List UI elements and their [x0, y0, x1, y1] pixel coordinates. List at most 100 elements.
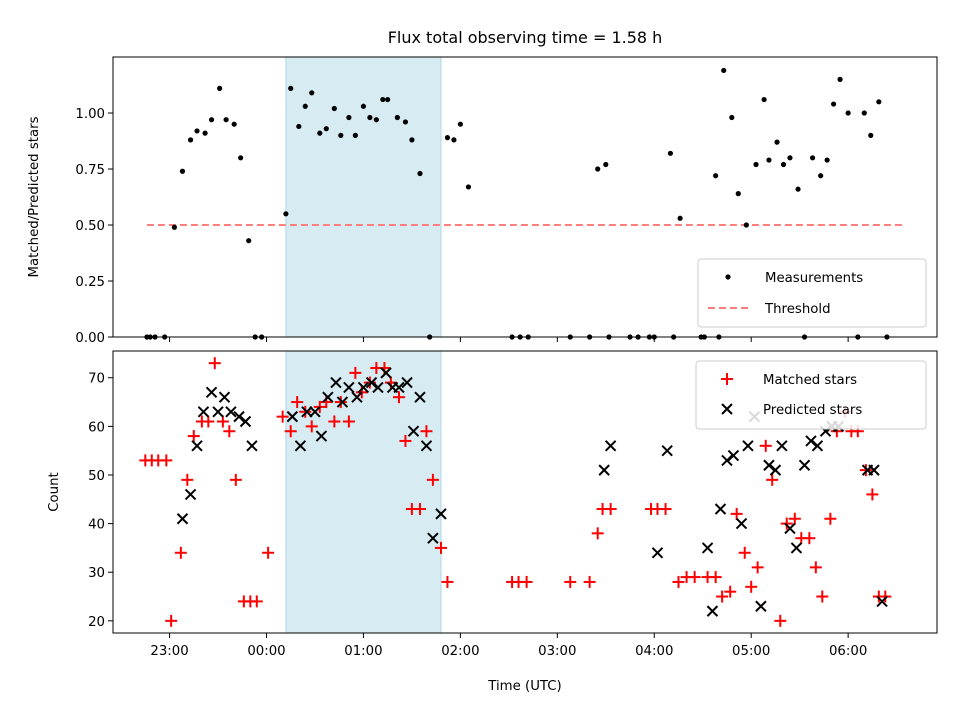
measurement-point — [603, 161, 609, 168]
measurement-point — [187, 137, 194, 143]
predicted-star-point — [372, 381, 384, 394]
predicted-star-point — [811, 440, 824, 452]
measurement-point — [394, 114, 400, 121]
matched-star-point — [716, 590, 729, 603]
measurement-point — [231, 121, 237, 127]
matched-star-point — [866, 488, 879, 501]
legend-matched-marker — [721, 373, 733, 385]
predicted-star-point — [598, 464, 610, 476]
predicted-star-point — [380, 367, 392, 379]
matched-star-point — [709, 571, 722, 584]
legend-measurements-label: Measurements — [765, 271, 863, 286]
predicted-star-point — [706, 605, 719, 617]
measurement-point — [465, 184, 472, 190]
measurement-point — [809, 155, 816, 161]
top-y-tick-label: 0.50 — [75, 219, 105, 234]
measurement-point — [774, 139, 780, 145]
measurement-point — [795, 186, 801, 192]
predicted-star-point — [727, 449, 740, 462]
matched-star-point — [859, 464, 872, 477]
matched-star-point — [174, 546, 187, 559]
measurement-point — [417, 170, 423, 177]
measurement-point — [753, 161, 759, 168]
matched-star-point — [745, 580, 758, 593]
measurement-point — [721, 67, 727, 74]
matched-star-point — [724, 585, 737, 598]
matched-star-point — [229, 473, 242, 486]
measurement-point — [667, 150, 674, 156]
predicted-star-point — [784, 522, 796, 535]
matched-star-point — [879, 590, 892, 603]
bottom-y-tick-label: 70 — [88, 372, 105, 387]
top-y-tick-label: 0.75 — [75, 163, 105, 178]
bottom-y-tick-label: 40 — [88, 518, 105, 533]
measurement-point — [824, 157, 830, 163]
matched-star-point — [342, 415, 355, 428]
measurement-point — [444, 135, 451, 141]
predicted-star-point — [790, 542, 803, 554]
predicted-star-point — [191, 440, 203, 452]
top-y-ticks: 0.00 0.25 0.50 0.75 1.00 — [75, 107, 113, 346]
top-y-axis-label: Matched/Predicted stars — [27, 116, 42, 277]
measurement-point — [729, 114, 735, 121]
predicted-star-point — [701, 542, 714, 554]
predicted-star-point — [401, 376, 413, 389]
matched-star-point — [216, 415, 229, 428]
matched-star-point — [334, 396, 347, 409]
top-plot-frame — [112, 56, 938, 338]
predicted-star-point — [184, 488, 197, 501]
bottom-y-ticks: 20 30 40 50 60 70 — [88, 372, 113, 630]
matched-star-point — [262, 546, 275, 559]
predicted-star-point — [357, 381, 370, 394]
predicted-star-point — [420, 440, 433, 452]
predicted-star-point — [407, 425, 420, 437]
legend-measurements-marker — [725, 274, 731, 280]
matched-star-point — [434, 541, 447, 554]
x-tick-label: 06:00 — [829, 644, 867, 659]
measurement-point — [288, 85, 294, 91]
predicted-star-point — [365, 376, 378, 389]
top-y-tick-label: 1.00 — [75, 107, 105, 122]
bottom-y-tick-label: 50 — [88, 469, 105, 484]
matched-star-point — [730, 507, 743, 520]
predicted-star-point — [427, 532, 439, 544]
matched-star-point — [349, 366, 362, 379]
measurement-point — [360, 103, 367, 109]
measurement-point — [238, 155, 244, 161]
predicted-star-point — [604, 440, 617, 452]
matched-star-point — [824, 512, 837, 525]
predicted-star-point — [218, 391, 231, 403]
matched-star-point — [441, 575, 454, 588]
measurement-point — [735, 191, 741, 197]
measurement-point — [409, 137, 415, 143]
bottom-panel: 20 30 40 50 60 70 23:00 00:00 01:00 02:00 03:00 04… — [47, 350, 938, 694]
bottom-x-axis-label: Time (UTC) — [487, 679, 562, 694]
predicted-star-point — [721, 454, 733, 467]
predicted-star-point — [197, 406, 210, 418]
measurement-point — [309, 90, 315, 96]
top-legend-box — [697, 258, 927, 328]
bottom-legend: Matched stars Predicted stars — [695, 360, 927, 430]
legend-predicted-label: Predicted stars — [763, 403, 862, 418]
matched-star-point — [688, 571, 701, 584]
predicted-star-point — [343, 381, 355, 394]
measurement-point — [766, 157, 772, 163]
matched-star-point — [291, 396, 304, 409]
predicted-star-point — [286, 410, 299, 423]
measurement-point — [868, 132, 874, 138]
measurement-point — [323, 126, 329, 132]
measurement-point — [202, 130, 208, 136]
matched-star-point — [187, 430, 200, 443]
matched-star-point — [672, 575, 685, 588]
top-chart-title: Flux total observing time = 1.58 h — [388, 28, 663, 47]
bottom-y-tick-label: 60 — [88, 420, 105, 435]
predicted-star-point — [336, 396, 349, 408]
predicted-star-point — [294, 440, 307, 452]
matched-star-point — [328, 415, 341, 428]
predicted-star-point — [651, 547, 664, 559]
measurement-point — [713, 173, 719, 179]
measurement-points — [144, 67, 890, 340]
x-tick-label: 04:00 — [635, 644, 673, 659]
matched-star-point — [160, 454, 173, 467]
